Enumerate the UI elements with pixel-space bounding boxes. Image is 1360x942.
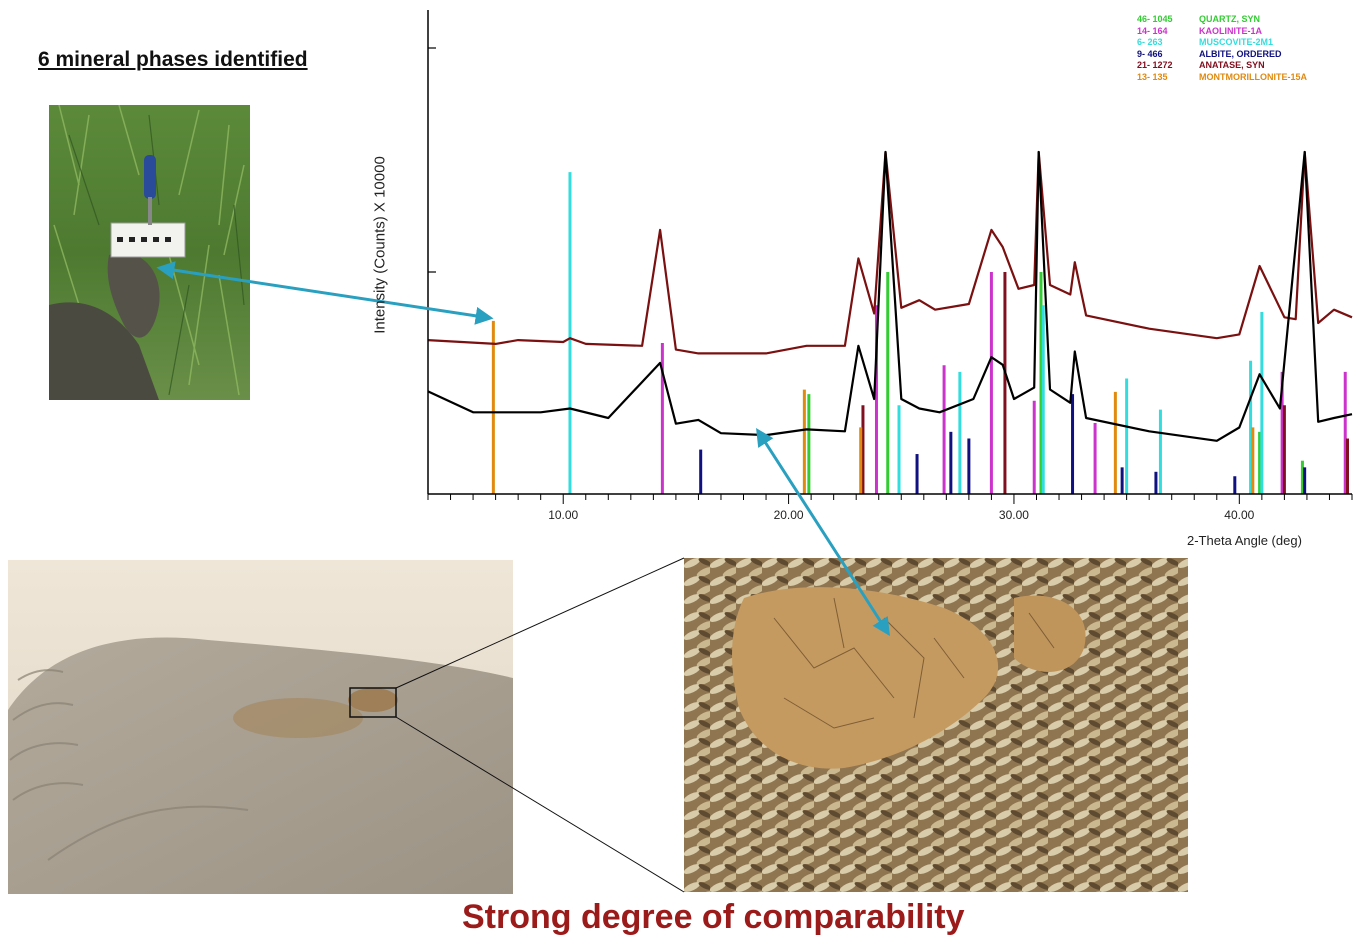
legend-code-2: 6- 263 [1137, 37, 1163, 47]
trace-soil-sample [427, 150, 1353, 355]
legend-name-4: ANATASE, SYN [1199, 60, 1265, 70]
legend-code-5: 13- 135 [1137, 71, 1168, 82]
legend-code-4: 21- 1272 [1137, 60, 1173, 70]
x-tick-label-0: 10.00 [548, 508, 579, 522]
legend-name-5: MONTMORILLONITE-15A [1199, 71, 1307, 82]
arrow-layer [156, 261, 890, 637]
reference-peaks-layer [491, 172, 1349, 494]
heading-mineral-phases: 6 mineral phases identified [38, 48, 308, 71]
legend-name-2: MUSCOVITE-2M1 [1199, 37, 1274, 47]
sock-photo [8, 560, 513, 894]
legend-name-1: KAOLINITE-1A [1199, 25, 1262, 36]
arrow-fabric-to-trace [756, 427, 890, 637]
soil-sample-photo [49, 105, 250, 400]
legend-code-1: 14- 164 [1137, 25, 1168, 36]
x-tick-label-1: 20.00 [773, 508, 804, 522]
diffraction-traces-layer [427, 150, 1353, 442]
legend-code-3: 9- 466 [1137, 48, 1163, 59]
x-tick-label-3: 40.00 [1224, 508, 1255, 522]
x-tick-label-2: 30.00 [998, 508, 1029, 522]
arrow-soil-to-trace [156, 261, 494, 325]
conclusion-text: Strong degree of comparability [462, 898, 965, 936]
legend-code-0: 46- 1045 [1137, 14, 1173, 24]
chart-axes-layer [427, 10, 1353, 504]
legend-name-0: QUARTZ, SYN [1199, 14, 1261, 24]
x-axis-label: 2-Theta Angle (deg) [1187, 533, 1302, 548]
y-axis-label: Intensity (Counts) X 10000 [371, 156, 389, 334]
legend-name-3: ALBITE, ORDERED [1199, 48, 1282, 59]
trace-sock-sample [427, 150, 1353, 442]
